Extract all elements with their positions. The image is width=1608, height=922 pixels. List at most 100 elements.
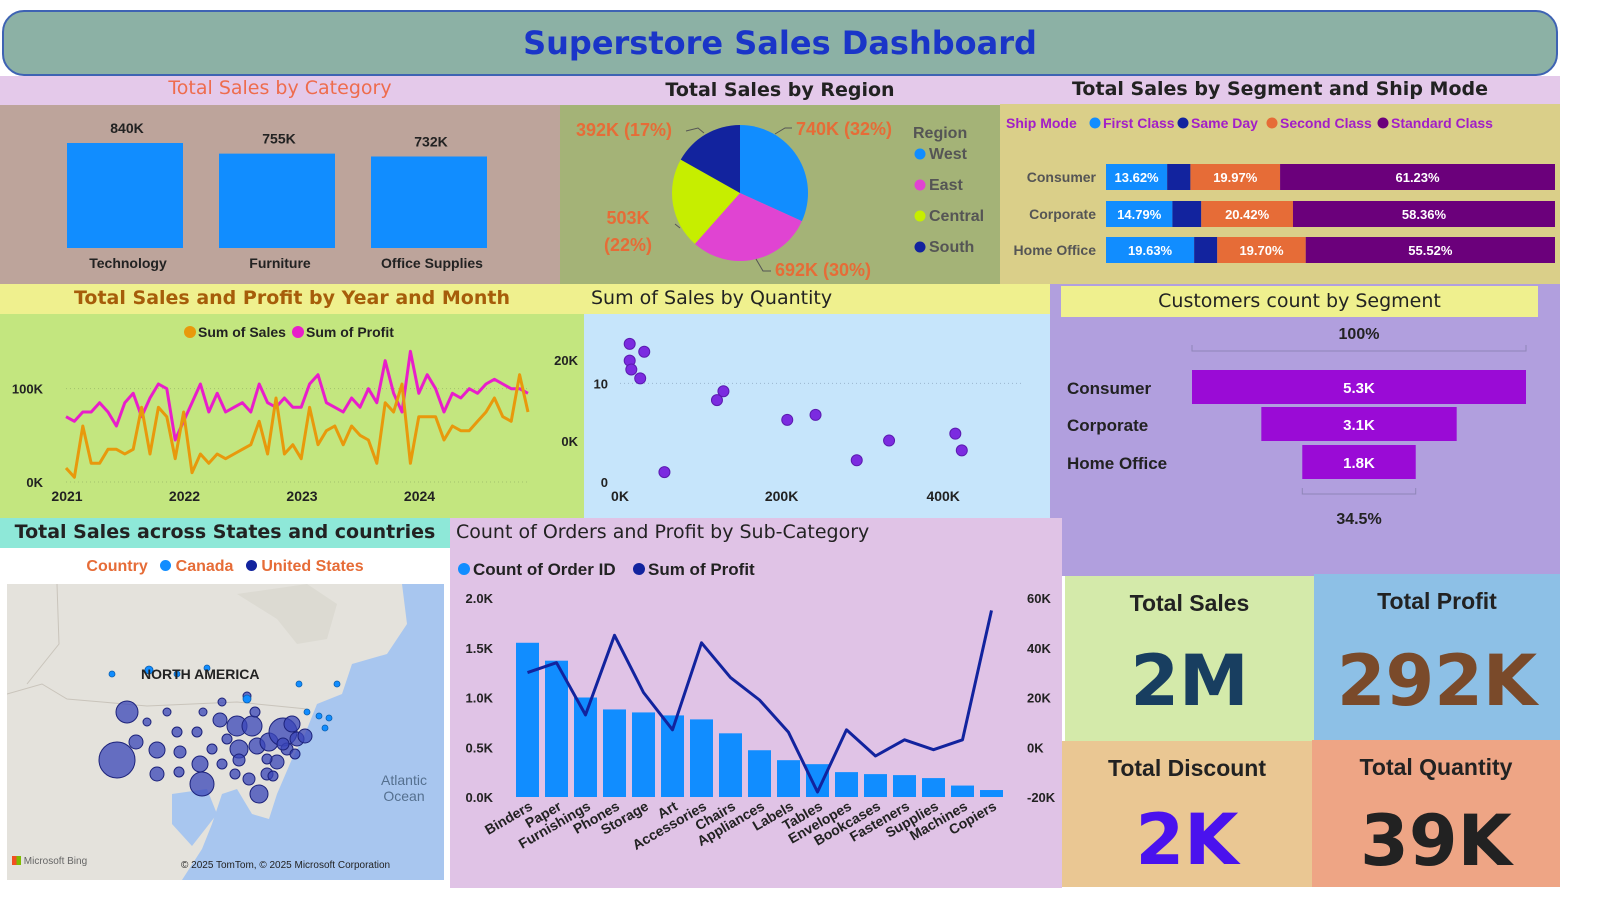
scatter-point[interactable] xyxy=(809,408,822,421)
subcat-bar[interactable] xyxy=(661,715,684,797)
segship-bar-segment[interactable] xyxy=(1305,237,1555,263)
map-bubble-us[interactable] xyxy=(98,741,136,779)
scatter-point[interactable] xyxy=(949,427,962,440)
segship-bar-segment[interactable] xyxy=(1194,237,1218,263)
subcat-bar[interactable] xyxy=(748,750,771,797)
map-bubble-us[interactable] xyxy=(283,715,301,733)
map-bubble-canada[interactable] xyxy=(315,712,323,720)
subcat-profit-line[interactable] xyxy=(527,610,993,794)
map-bubble-us[interactable] xyxy=(173,745,187,759)
subcat-bar[interactable] xyxy=(719,733,742,797)
scatter-point[interactable] xyxy=(955,444,968,457)
map-bubble-us[interactable] xyxy=(171,726,183,738)
map-bubble-canada[interactable] xyxy=(321,724,329,732)
region-legend-item[interactable]: East xyxy=(929,177,963,194)
map-bubble-us[interactable] xyxy=(267,770,279,782)
subcat-bar[interactable] xyxy=(690,719,713,797)
map-bubble-canada[interactable] xyxy=(242,694,252,704)
map-bubble-canada[interactable] xyxy=(303,708,311,716)
subcat-bar[interactable] xyxy=(835,772,858,797)
scatter-point[interactable] xyxy=(625,363,638,376)
segship-bar-segment[interactable] xyxy=(1280,164,1555,190)
map-bubble-canada[interactable] xyxy=(203,664,211,672)
scatter-point[interactable] xyxy=(850,454,863,467)
funnel-bar[interactable] xyxy=(1261,407,1457,441)
region-legend-item[interactable]: South xyxy=(929,239,974,256)
map-bubble-canada[interactable] xyxy=(295,680,303,688)
map-bubble-us[interactable] xyxy=(289,748,301,760)
segship-bar-segment[interactable] xyxy=(1217,237,1306,263)
subcat-legend-item[interactable]: Sum of Profit xyxy=(648,560,755,579)
segship-bar-segment[interactable] xyxy=(1106,164,1168,190)
map-bubble-us[interactable] xyxy=(206,743,218,755)
map-bubble-us[interactable] xyxy=(149,766,165,782)
segship-legend-item[interactable]: Standard Class xyxy=(1391,115,1493,131)
map-bubble-us[interactable] xyxy=(189,771,215,797)
segship-legend-item[interactable]: Same Day xyxy=(1191,115,1258,131)
trend-legend-item[interactable]: Sum of Profit xyxy=(306,324,394,340)
trend-legend-item[interactable]: Sum of Sales xyxy=(198,324,286,340)
subcat-bar[interactable] xyxy=(893,775,916,797)
scatter-point[interactable] xyxy=(638,345,651,358)
region-pie-slice[interactable] xyxy=(740,125,808,222)
scatter-point[interactable] xyxy=(781,413,794,426)
map-bubble-us[interactable] xyxy=(249,784,269,804)
map-bubble-us[interactable] xyxy=(249,706,261,718)
map-bubble-us[interactable] xyxy=(162,707,172,717)
scatter-point[interactable] xyxy=(623,337,636,350)
region-pie-slice[interactable] xyxy=(672,159,740,244)
region-legend-item[interactable]: Central xyxy=(929,208,984,225)
subcat-bar[interactable] xyxy=(545,660,568,797)
subcat-bar[interactable] xyxy=(777,760,800,797)
region-legend-item[interactable]: West xyxy=(929,146,968,163)
map-canvas[interactable]: NORTH AMERICA Atlantic Ocean Microsoft B… xyxy=(7,584,444,880)
segship-bar-segment[interactable] xyxy=(1106,237,1195,263)
scatter-point[interactable] xyxy=(883,434,896,447)
map-bubble-us[interactable] xyxy=(221,733,233,745)
segship-legend-item[interactable]: First Class xyxy=(1103,115,1175,131)
segship-bar-segment[interactable] xyxy=(1201,201,1293,227)
scatter-point[interactable] xyxy=(717,385,730,398)
subcat-bar[interactable] xyxy=(864,774,887,797)
segship-bar-segment[interactable] xyxy=(1172,201,1202,227)
subcat-bar[interactable] xyxy=(951,785,974,797)
map-bubble-us[interactable] xyxy=(115,700,139,724)
map-bubble-us[interactable] xyxy=(173,766,185,778)
map-bubble-us[interactable] xyxy=(242,772,256,786)
map-bubble-us[interactable] xyxy=(297,728,313,744)
map-bubble-us[interactable] xyxy=(229,768,241,780)
scatter-point[interactable] xyxy=(710,394,723,407)
map-bubble-us[interactable] xyxy=(191,726,203,738)
subcat-bar[interactable] xyxy=(922,778,945,797)
segship-legend-item[interactable]: Second Class xyxy=(1280,115,1372,131)
map-bubble-us[interactable] xyxy=(216,758,228,770)
region-pie-slice[interactable] xyxy=(680,125,740,193)
subcat-bar[interactable] xyxy=(574,697,597,798)
subcat-bar[interactable] xyxy=(516,642,539,797)
funnel-bar[interactable] xyxy=(1302,445,1416,479)
subcat-bar[interactable] xyxy=(806,764,829,797)
segship-bar-segment[interactable] xyxy=(1167,164,1191,190)
map-bubble-us[interactable] xyxy=(232,753,246,767)
subcat-bar[interactable] xyxy=(632,712,655,797)
map-bubble-us[interactable] xyxy=(142,717,152,727)
trend-series-line[interactable] xyxy=(65,349,529,442)
subcat-legend-item[interactable]: Count of Order ID xyxy=(473,560,616,579)
category-bar[interactable] xyxy=(67,143,183,248)
funnel-bar[interactable] xyxy=(1192,370,1526,404)
segship-bar-segment[interactable] xyxy=(1190,164,1281,190)
map-bubble-us[interactable] xyxy=(212,712,228,728)
map-bubble-us[interactable] xyxy=(191,755,209,773)
map-bubble-us[interactable] xyxy=(241,715,263,737)
map-bubble-us[interactable] xyxy=(198,707,208,717)
map-bubble-canada[interactable] xyxy=(325,714,333,722)
map-bubble-us[interactable] xyxy=(128,734,144,750)
map-bubble-canada[interactable] xyxy=(108,670,116,678)
map-bubble-us[interactable] xyxy=(276,737,290,751)
segship-bar-segment[interactable] xyxy=(1292,201,1555,227)
scatter-point[interactable] xyxy=(658,466,671,479)
map-bubble-canada[interactable] xyxy=(173,670,181,678)
subcat-bar[interactable] xyxy=(603,709,626,797)
map-bubble-us[interactable] xyxy=(217,697,227,707)
segship-bar-segment[interactable] xyxy=(1106,201,1173,227)
